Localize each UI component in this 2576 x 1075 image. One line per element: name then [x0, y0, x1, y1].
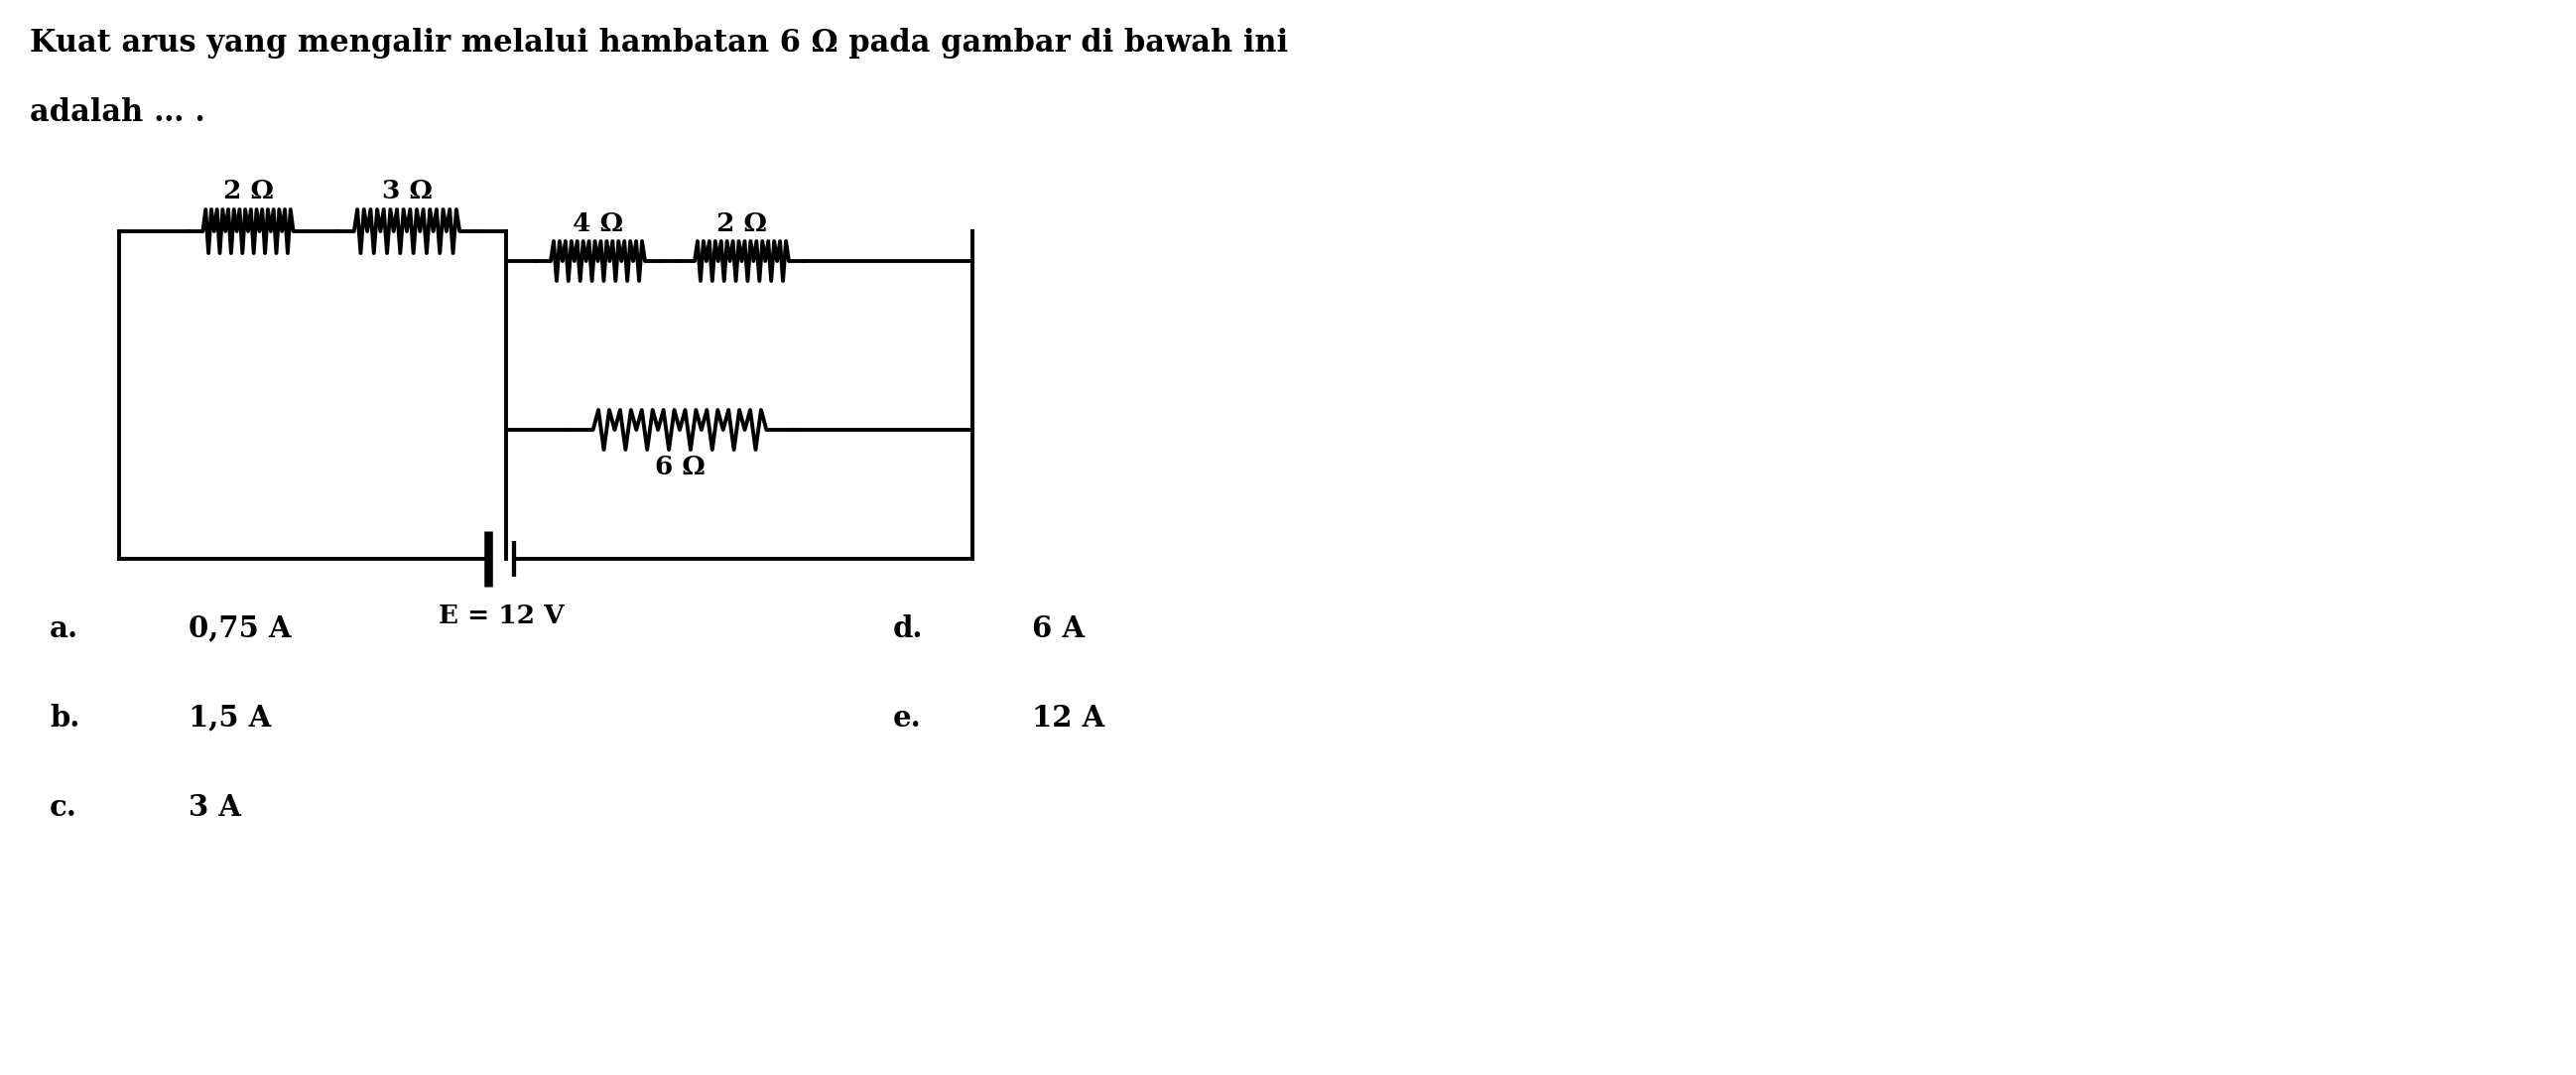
- Text: 1,5 A: 1,5 A: [188, 703, 270, 732]
- Text: c.: c.: [49, 792, 77, 821]
- Text: 6 Ω: 6 Ω: [654, 455, 706, 479]
- Text: 3 A: 3 A: [188, 792, 242, 821]
- Text: 3 Ω: 3 Ω: [381, 178, 433, 203]
- Text: 6 A: 6 A: [1033, 614, 1084, 643]
- Text: e.: e.: [894, 703, 922, 732]
- Text: Kuat arus yang mengalir melalui hambatan 6 Ω pada gambar di bawah ini: Kuat arus yang mengalir melalui hambatan…: [31, 28, 1288, 58]
- Text: adalah … .: adalah … .: [31, 97, 206, 128]
- Text: d.: d.: [894, 614, 922, 643]
- Text: E = 12 V: E = 12 V: [438, 603, 564, 628]
- Text: a.: a.: [49, 614, 77, 643]
- Text: 2 Ω: 2 Ω: [716, 212, 768, 236]
- Text: 2 Ω: 2 Ω: [224, 178, 273, 203]
- Text: 12 A: 12 A: [1033, 703, 1105, 732]
- Text: 0,75 A: 0,75 A: [188, 614, 291, 643]
- Text: 4 Ω: 4 Ω: [572, 212, 623, 236]
- Text: b.: b.: [49, 703, 80, 732]
